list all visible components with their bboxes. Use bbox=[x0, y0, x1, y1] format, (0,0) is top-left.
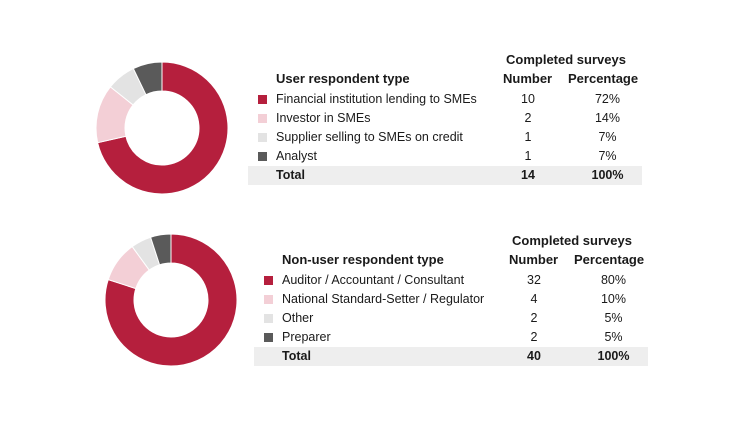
percentage-value: 5% bbox=[604, 330, 623, 344]
number-value: 2 bbox=[524, 111, 532, 125]
table-row: Supplier selling to SMEs on credit 1 7% bbox=[248, 128, 642, 147]
percentage-value: 100% bbox=[591, 168, 624, 182]
number-value: 40 bbox=[527, 349, 541, 363]
table-row: Financial institution lending to SMEs 10 7… bbox=[248, 90, 642, 109]
row-label: Auditor / Accountant / Consultant bbox=[282, 273, 465, 287]
number-value: 32 bbox=[527, 273, 541, 287]
donut-chart-user bbox=[95, 61, 229, 195]
row-label: National Standard-Setter / Regulator bbox=[282, 292, 485, 306]
legend-swatch bbox=[258, 114, 267, 123]
percentage-value: 80% bbox=[600, 273, 627, 287]
table-row: Investor in SMEs 2 14% bbox=[248, 109, 642, 128]
legend-swatch bbox=[264, 314, 273, 323]
table-non-user-respondents: Completed surveys Non-user respondent ty… bbox=[254, 231, 654, 371]
number-heading: Number bbox=[509, 252, 559, 267]
legend-swatch bbox=[258, 152, 267, 161]
donut-chart-non-user bbox=[104, 233, 238, 367]
percentage-value: 10% bbox=[600, 292, 627, 306]
legend-swatch bbox=[264, 333, 273, 342]
row-label: Preparer bbox=[282, 330, 331, 344]
percentage-value: 7% bbox=[598, 149, 617, 163]
table-row: Analyst 1 7% bbox=[248, 147, 642, 166]
percentage-value: 5% bbox=[604, 311, 623, 325]
number-value: 1 bbox=[524, 149, 532, 163]
respondent-type-heading: Non-user respondent type bbox=[282, 252, 444, 267]
number-value: 10 bbox=[521, 92, 535, 106]
donut-slice-1 bbox=[104, 233, 238, 367]
percentage-value: 100% bbox=[597, 349, 630, 363]
percentage-value: 7% bbox=[598, 130, 617, 144]
row-label: Supplier selling to SMEs on credit bbox=[276, 130, 463, 144]
legend-swatch bbox=[258, 95, 267, 104]
number-value: 2 bbox=[530, 311, 538, 325]
percentage-value: 72% bbox=[594, 92, 621, 106]
total-label: Total bbox=[282, 349, 311, 363]
table-row: Other 2 5% bbox=[254, 309, 648, 328]
percentage-heading: Percentage bbox=[568, 71, 639, 86]
table-row: Preparer 2 5% bbox=[254, 328, 648, 347]
row-label: Analyst bbox=[276, 149, 317, 163]
legend-swatch bbox=[264, 295, 273, 304]
completed-surveys-heading: Completed surveys bbox=[506, 52, 626, 67]
percentage-value: 14% bbox=[594, 111, 621, 125]
number-value: 2 bbox=[530, 330, 538, 344]
number-value: 4 bbox=[530, 292, 538, 306]
row-label: Other bbox=[282, 311, 314, 325]
donut-slice-1 bbox=[97, 61, 229, 195]
number-heading: Number bbox=[503, 71, 553, 86]
table-row: Auditor / Accountant / Consultant 32 80% bbox=[254, 271, 648, 290]
percentage-heading: Percentage bbox=[574, 252, 645, 267]
legend-swatch bbox=[264, 276, 273, 285]
donut-slice-4 bbox=[149, 233, 172, 266]
total-row: Total 40 100% bbox=[254, 347, 648, 366]
number-value: 14 bbox=[521, 168, 535, 182]
number-value: 1 bbox=[524, 130, 532, 144]
completed-surveys-heading: Completed surveys bbox=[512, 233, 632, 248]
total-row: Total 14 100% bbox=[248, 166, 642, 185]
total-label: Total bbox=[276, 168, 305, 182]
row-label: Investor in SMEs bbox=[276, 111, 371, 125]
legend-swatch bbox=[258, 133, 267, 142]
respondent-type-heading: User respondent type bbox=[276, 71, 410, 86]
table-user-respondents: Completed surveys User respondent type N… bbox=[248, 50, 648, 190]
donut-slice-4 bbox=[132, 61, 163, 96]
row-label: Financial institution lending to SMEs bbox=[276, 92, 477, 106]
table-row: National Standard-Setter / Regulator 4 10% bbox=[254, 290, 648, 309]
